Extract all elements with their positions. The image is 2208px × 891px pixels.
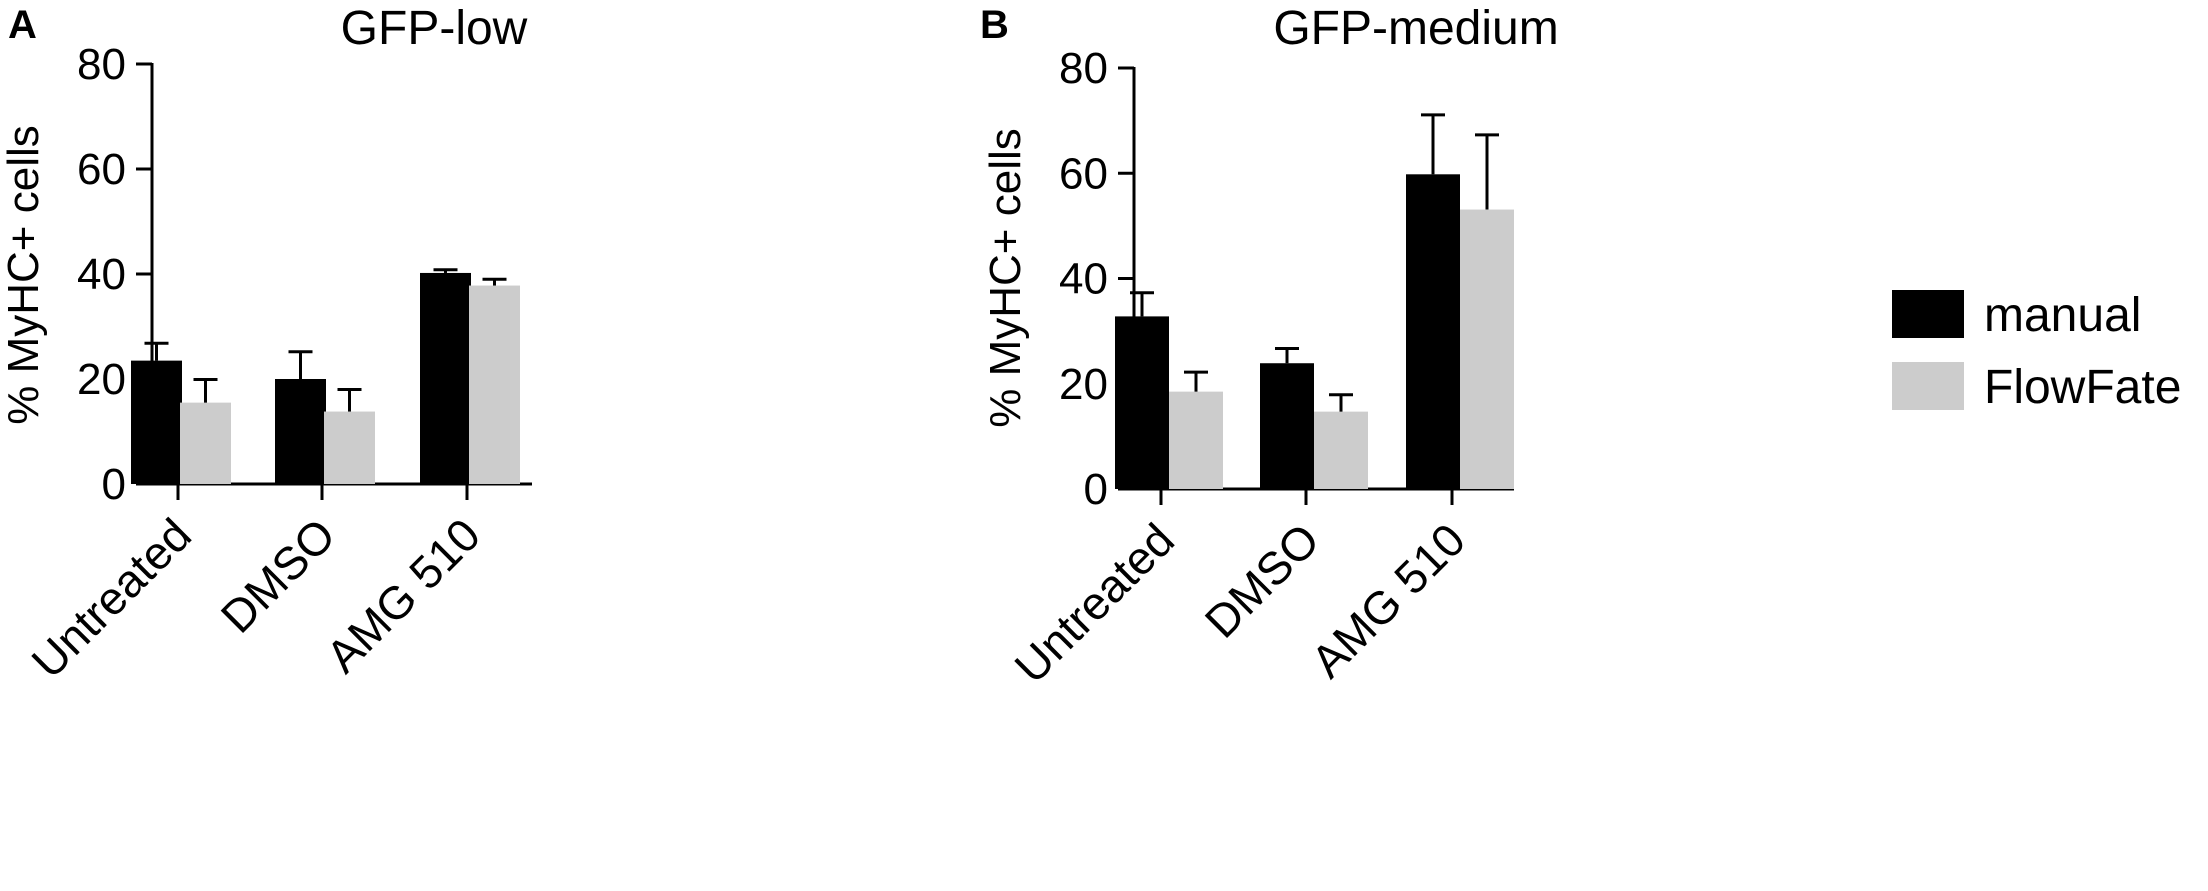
panel-label-a: A <box>8 3 37 47</box>
legend-label-manual: manual <box>1984 289 2141 342</box>
bar-manual-1 <box>275 379 326 484</box>
bar-flowfate-1 <box>1314 411 1368 489</box>
panel-a: A GFP-low % MyHC+ cells 0 20 40 60 80 Untreat… <box>0 2 532 688</box>
chart-title-a: GFP-low <box>341 2 528 55</box>
chart-title-b: GFP-medium <box>1273 2 1558 55</box>
panel-b: B GFP-medium % MyHC+ cells 0 20 40 60 80 Untr… <box>980 2 1559 693</box>
bar-flowfate-2 <box>469 285 520 484</box>
y-tick-label: 80 <box>77 40 126 89</box>
y-tick-label: 40 <box>77 250 126 299</box>
bar-flowfate-2 <box>1460 209 1514 489</box>
y-tick-label: 0 <box>102 460 126 509</box>
y-tick-label: 0 <box>1084 465 1108 514</box>
bar-flowfate-1 <box>324 411 375 484</box>
x-tick-label: Untreated <box>21 508 201 688</box>
x-tick-label: AMG 510 <box>316 508 490 682</box>
legend: manual FlowFate <box>1892 289 2181 414</box>
bar-manual-2 <box>420 272 471 484</box>
bar-flowfate-0 <box>1169 391 1223 489</box>
bar-manual-1 <box>1260 363 1314 489</box>
y-tick-label: 20 <box>1059 360 1108 409</box>
legend-label-flowfate: FlowFate <box>1984 361 2181 414</box>
x-tick-label: DMSO <box>211 508 345 642</box>
bars-b <box>1115 113 1514 490</box>
legend-swatch-flowfate <box>1892 362 1964 410</box>
bar-manual-0 <box>131 360 182 484</box>
legend-swatch-manual <box>1892 290 1964 338</box>
y-axis-label-b: % MyHC+ cells <box>981 128 1030 428</box>
y-tick-label: 20 <box>77 355 126 404</box>
x-tick-label: DMSO <box>1195 513 1329 647</box>
y-tick-label: 60 <box>77 145 126 194</box>
y-axis-label-a: % MyHC+ cells <box>0 125 48 425</box>
bar-manual-0 <box>1115 316 1169 489</box>
y-tick-label: 80 <box>1059 44 1108 93</box>
panel-label-b: B <box>980 3 1009 47</box>
y-tick-label: 40 <box>1059 255 1108 304</box>
y-tick-label: 60 <box>1059 149 1108 198</box>
bar-manual-2 <box>1406 174 1460 490</box>
x-tick-label: Untreated <box>1004 513 1184 693</box>
bar-flowfate-0 <box>180 402 231 484</box>
bars-a <box>131 268 520 484</box>
x-tick-label: AMG 510 <box>1301 513 1475 687</box>
